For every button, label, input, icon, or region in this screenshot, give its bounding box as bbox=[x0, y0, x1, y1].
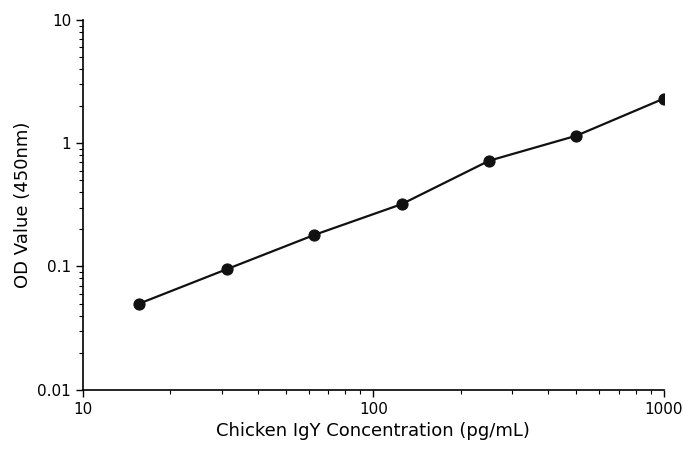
Y-axis label: OD Value (450nm): OD Value (450nm) bbox=[14, 122, 32, 288]
X-axis label: Chicken IgY Concentration (pg/mL): Chicken IgY Concentration (pg/mL) bbox=[217, 422, 530, 440]
